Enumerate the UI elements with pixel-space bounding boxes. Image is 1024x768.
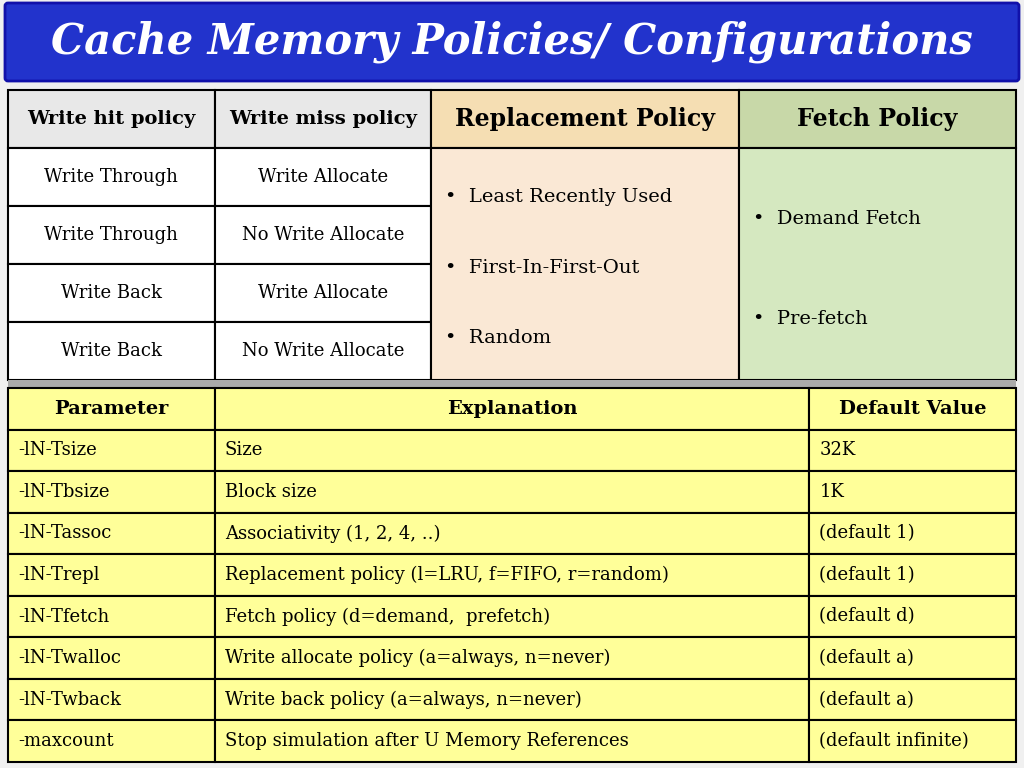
Bar: [809, 596, 1016, 637]
Text: No Write Allocate: No Write Allocate: [242, 342, 404, 360]
Text: Replacement policy (l=LRU, f=FIFO, r=random): Replacement policy (l=LRU, f=FIFO, r=ran…: [224, 566, 669, 584]
Bar: [8, 637, 215, 679]
Text: Fetch policy (d=demand,  prefetch): Fetch policy (d=demand, prefetch): [224, 607, 550, 626]
Bar: [809, 429, 1016, 471]
Text: (default a): (default a): [819, 649, 914, 667]
Text: -lN-Tassoc: -lN-Tassoc: [18, 525, 112, 542]
Bar: [738, 148, 1016, 380]
Text: •  First-In-First-Out: • First-In-First-Out: [445, 259, 640, 276]
Bar: [8, 264, 215, 322]
Text: Fetch Policy: Fetch Policy: [798, 107, 957, 131]
Bar: [809, 388, 1016, 429]
Text: •  Demand Fetch: • Demand Fetch: [753, 210, 921, 227]
Bar: [215, 471, 809, 513]
Bar: [809, 720, 1016, 762]
Bar: [215, 322, 431, 380]
Text: Write allocate policy (a=always, n=never): Write allocate policy (a=always, n=never…: [224, 649, 610, 667]
Text: Write hit policy: Write hit policy: [27, 110, 196, 128]
Text: (default d): (default d): [819, 607, 915, 626]
Bar: [8, 388, 215, 429]
Text: -lN-Twalloc: -lN-Twalloc: [18, 649, 121, 667]
Bar: [8, 513, 215, 554]
Bar: [8, 679, 215, 720]
Bar: [809, 513, 1016, 554]
Text: 32K: 32K: [819, 442, 856, 459]
Text: •  Random: • Random: [445, 329, 552, 347]
Bar: [8, 720, 215, 762]
Bar: [809, 554, 1016, 596]
Text: Default Value: Default Value: [839, 400, 986, 418]
Text: Write Through: Write Through: [44, 226, 178, 244]
Bar: [738, 90, 1016, 148]
Text: Cache Memory Policies/ Configurations: Cache Memory Policies/ Configurations: [51, 21, 973, 63]
Text: -lN-Tbsize: -lN-Tbsize: [18, 483, 110, 501]
Text: Write back policy (a=always, n=never): Write back policy (a=always, n=never): [224, 690, 582, 709]
Bar: [215, 637, 809, 679]
Bar: [215, 596, 809, 637]
Bar: [215, 513, 809, 554]
Text: -lN-Trepl: -lN-Trepl: [18, 566, 99, 584]
Bar: [809, 471, 1016, 513]
Text: Write Allocate: Write Allocate: [258, 168, 388, 186]
Text: Size: Size: [224, 442, 263, 459]
Bar: [8, 471, 215, 513]
Text: (default a): (default a): [819, 690, 914, 709]
Text: (default 1): (default 1): [819, 525, 915, 542]
Text: Parameter: Parameter: [54, 400, 169, 418]
Bar: [215, 148, 431, 206]
Text: •  Pre-fetch: • Pre-fetch: [753, 310, 867, 329]
Bar: [215, 720, 809, 762]
Bar: [8, 380, 1016, 388]
FancyBboxPatch shape: [5, 3, 1019, 81]
Bar: [431, 148, 738, 380]
Bar: [215, 90, 431, 148]
Text: -lN-Tfetch: -lN-Tfetch: [18, 607, 110, 626]
Text: Write miss policy: Write miss policy: [229, 110, 417, 128]
Bar: [8, 148, 215, 206]
Bar: [809, 679, 1016, 720]
Text: No Write Allocate: No Write Allocate: [242, 226, 404, 244]
Bar: [215, 264, 431, 322]
Bar: [8, 322, 215, 380]
Bar: [215, 388, 809, 429]
Text: Write Back: Write Back: [60, 284, 162, 302]
Text: (default infinite): (default infinite): [819, 732, 969, 750]
Bar: [809, 637, 1016, 679]
Bar: [215, 679, 809, 720]
Text: Associativity (1, 2, 4, ..): Associativity (1, 2, 4, ..): [224, 525, 440, 542]
Text: -lN-Tsize: -lN-Tsize: [18, 442, 96, 459]
Text: -maxcount: -maxcount: [18, 732, 114, 750]
Bar: [8, 90, 215, 148]
Text: 1K: 1K: [819, 483, 844, 501]
Text: •  Least Recently Used: • Least Recently Used: [445, 188, 673, 207]
Bar: [8, 554, 215, 596]
Bar: [8, 429, 215, 471]
Bar: [431, 90, 738, 148]
Text: Replacement Policy: Replacement Policy: [455, 107, 715, 131]
Text: Write Back: Write Back: [60, 342, 162, 360]
Bar: [215, 429, 809, 471]
Text: -lN-Twback: -lN-Twback: [18, 690, 121, 709]
Text: (default 1): (default 1): [819, 566, 915, 584]
Text: Write Through: Write Through: [44, 168, 178, 186]
Text: Explanation: Explanation: [446, 400, 578, 418]
Bar: [8, 596, 215, 637]
Text: Write Allocate: Write Allocate: [258, 284, 388, 302]
Bar: [8, 206, 215, 264]
Text: Stop simulation after U Memory References: Stop simulation after U Memory Reference…: [224, 732, 629, 750]
Bar: [215, 206, 431, 264]
Text: Block size: Block size: [224, 483, 316, 501]
Bar: [215, 554, 809, 596]
